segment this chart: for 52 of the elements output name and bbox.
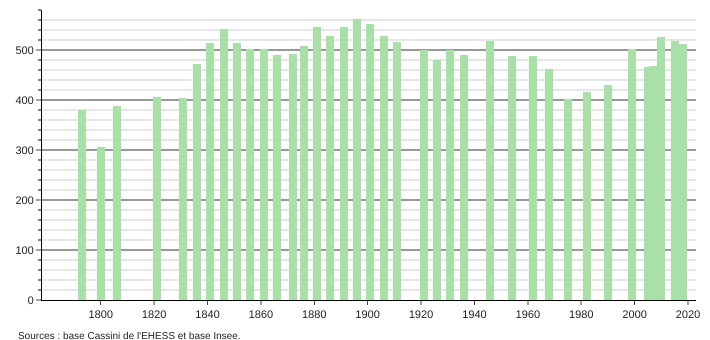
y-tick-label: 500 (15, 44, 34, 57)
bar (260, 49, 268, 300)
bar (420, 50, 428, 300)
x-tick-label: 1980 (568, 309, 594, 322)
bar (233, 43, 241, 300)
bar (460, 55, 468, 300)
y-tick-label: 100 (15, 244, 34, 257)
bar (220, 29, 228, 300)
bar (583, 92, 591, 300)
x-tick-label: 2020 (676, 309, 700, 322)
bar (545, 69, 553, 300)
x-tick-label: 1820 (142, 309, 166, 322)
x-tick-label: 1940 (462, 309, 487, 322)
bar (326, 36, 334, 300)
x-tick-label: 1800 (88, 309, 113, 322)
bar (393, 42, 401, 300)
bar (353, 19, 361, 300)
bar (564, 99, 572, 300)
bar (78, 110, 86, 300)
bar (628, 49, 636, 300)
x-tick-label: 1900 (355, 309, 380, 322)
bar (446, 50, 454, 300)
bar (366, 24, 374, 300)
bar (246, 49, 254, 300)
x-tick-label: 1860 (248, 309, 274, 322)
bar (340, 27, 348, 300)
x-tick-label: 1880 (302, 309, 327, 322)
bar (273, 55, 281, 300)
bar (179, 98, 187, 300)
x-tick-label: 1920 (408, 309, 434, 322)
y-tick-label: 400 (15, 94, 34, 107)
bar (529, 56, 537, 300)
x-tick-label: 2000 (622, 309, 647, 322)
bar (433, 60, 441, 300)
y-tick-label: 300 (15, 144, 34, 157)
source-note: Sources : base Cassini de l'EHESS et base Insee. (18, 331, 241, 340)
bar (153, 97, 161, 300)
bar (206, 43, 214, 300)
bar (300, 46, 308, 300)
y-tick-label: 200 (15, 194, 34, 207)
bar (193, 64, 201, 300)
y-tick-label: 0 (28, 294, 34, 307)
bar (604, 85, 612, 300)
bar (313, 27, 321, 300)
x-tick-label: 1960 (516, 309, 540, 322)
bar (380, 36, 388, 300)
x-tick-label: 1840 (195, 309, 220, 322)
bar (508, 56, 516, 300)
bar (486, 41, 494, 300)
bar (289, 54, 297, 300)
bar (97, 147, 105, 300)
bar (113, 106, 121, 300)
